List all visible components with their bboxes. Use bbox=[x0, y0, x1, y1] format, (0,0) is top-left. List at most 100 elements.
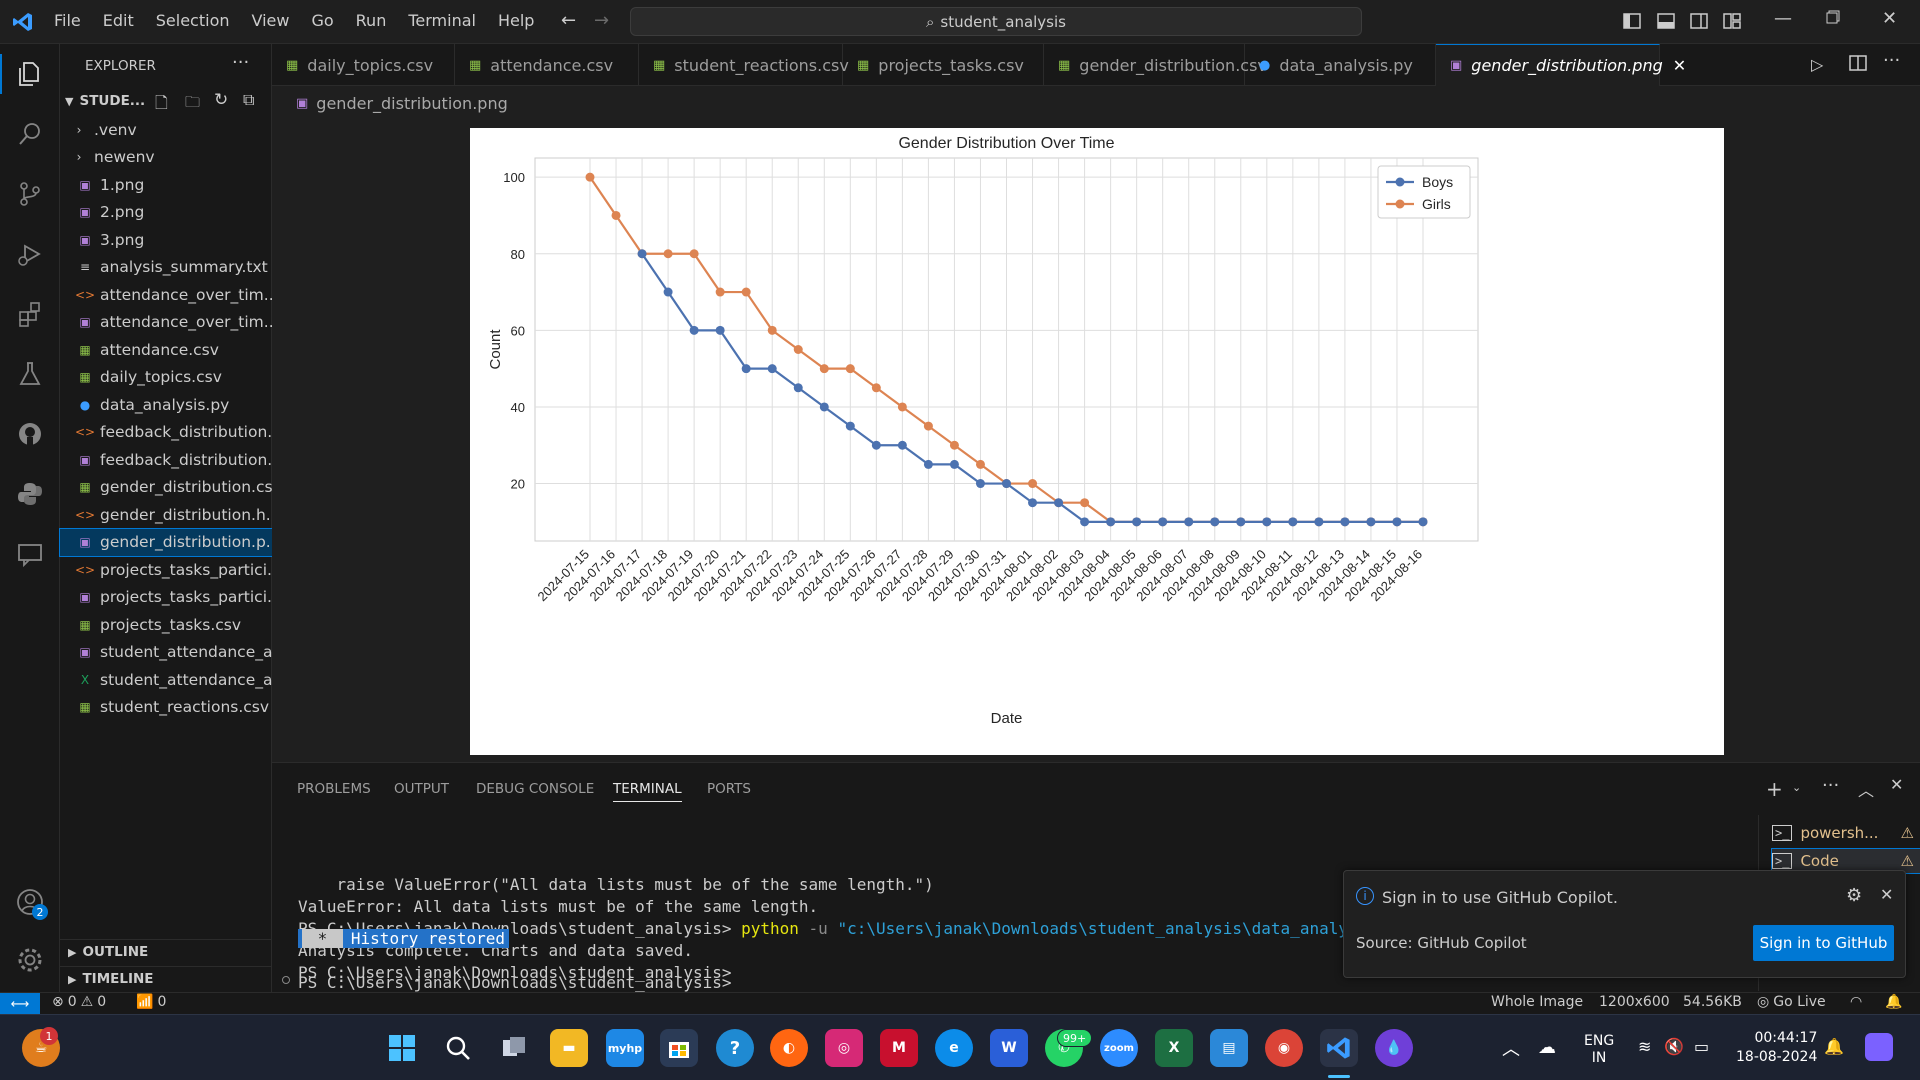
file-tree-item[interactable]: ▦ gender_distribution.csv bbox=[60, 474, 272, 501]
testing-flask-icon[interactable] bbox=[12, 356, 48, 392]
tab-data-analysis-py[interactable]: ● data_analysis.py bbox=[1245, 44, 1436, 86]
customize-layout-icon[interactable] bbox=[1723, 12, 1741, 30]
source-control-icon[interactable] bbox=[12, 176, 48, 212]
close-panel-icon[interactable]: ✕ bbox=[1890, 775, 1904, 794]
file-tree-item[interactable]: ▣ gender_distribution.p... bbox=[59, 527, 273, 557]
menu-run[interactable]: Run bbox=[355, 11, 387, 30]
clock[interactable]: 00:44:17 18-08-2024 bbox=[1736, 1029, 1817, 1067]
close-tab-icon[interactable]: ✕ bbox=[1672, 56, 1687, 75]
run-file-icon[interactable]: ▷ bbox=[1811, 55, 1824, 74]
file-tree-item[interactable]: ▦ projects_tasks.csv bbox=[60, 611, 272, 638]
file-tree-item[interactable]: ▣ student_attendance_a... bbox=[60, 639, 272, 666]
timeline-section[interactable]: ▶ TIMELINE bbox=[68, 971, 154, 987]
collapse-all-icon[interactable]: ⧉ bbox=[243, 90, 255, 109]
copilot-taskbar-icon[interactable] bbox=[1865, 1033, 1893, 1061]
language-indicator[interactable]: ENG IN bbox=[1584, 1033, 1614, 1067]
new-file-icon[interactable]: 🗋 bbox=[155, 93, 168, 112]
toggle-sidebar-icon[interactable] bbox=[1623, 12, 1641, 30]
split-editor-icon[interactable] bbox=[1849, 54, 1867, 72]
file-tree-item[interactable]: <> projects_tasks_partici... bbox=[60, 556, 272, 583]
command-center-search[interactable]: ⌕ student_analysis bbox=[630, 7, 1362, 36]
menu-selection[interactable]: Selection bbox=[155, 11, 230, 30]
notification-bell-icon[interactable]: 🔔 bbox=[1824, 1037, 1844, 1056]
manage-gear-icon[interactable] bbox=[12, 942, 48, 978]
file-tree-item[interactable]: ▣ projects_tasks_partici... bbox=[60, 584, 272, 611]
more-panel-actions-icon[interactable]: ··· bbox=[1822, 775, 1840, 796]
tab-student-reactions-csv[interactable]: ▦ student_reactions.csv bbox=[639, 44, 849, 86]
wifi-icon[interactable]: ≋ bbox=[1638, 1037, 1652, 1056]
maximize-panel-icon[interactable]: ︿ bbox=[1858, 781, 1875, 800]
more-actions-icon[interactable]: ··· bbox=[232, 52, 250, 73]
file-tree-item[interactable]: › newenv bbox=[60, 144, 272, 171]
instagram-icon[interactable]: ◎ bbox=[825, 1029, 863, 1067]
menu-go[interactable]: Go bbox=[311, 11, 334, 30]
menu-help[interactable]: Help bbox=[497, 11, 535, 30]
volume-muted-icon[interactable]: 🔇 bbox=[1664, 1037, 1684, 1056]
run-debug-icon[interactable] bbox=[12, 236, 48, 272]
go-live-button[interactable]: ◎ Go Live bbox=[1757, 994, 1826, 1010]
tab-daily-topics-csv[interactable]: ▦ daily_topics.csv bbox=[272, 44, 455, 86]
terminal-instance-powershell[interactable]: >_ powersh... ⚠ bbox=[1772, 821, 1920, 845]
sign-in-github-button[interactable]: Sign in to GitHub bbox=[1753, 925, 1894, 961]
myhp-icon[interactable]: myhp bbox=[606, 1029, 644, 1067]
github-icon[interactable] bbox=[12, 416, 48, 452]
close-window-icon[interactable]: ✕ bbox=[1882, 8, 1898, 29]
task-view-icon[interactable] bbox=[495, 1029, 533, 1067]
terminal-output[interactable]: raise ValueError("All data lists must be… bbox=[272, 819, 1747, 989]
windows-start-icon[interactable] bbox=[383, 1029, 421, 1067]
notification-settings-gear-icon[interactable]: ⚙ bbox=[1846, 885, 1863, 906]
chevron-down-icon[interactable]: ⌄ bbox=[1792, 781, 1802, 794]
menu-edit[interactable]: Edit bbox=[102, 11, 134, 30]
file-tree-item[interactable]: ▣ attendance_over_tim... bbox=[60, 309, 272, 336]
microsoft-store-icon[interactable] bbox=[660, 1029, 698, 1067]
terminal-instance-code[interactable]: >_ Code ⚠ bbox=[1771, 848, 1920, 874]
file-tree-item[interactable]: ▦ daily_topics.csv bbox=[60, 364, 272, 391]
file-tree-item[interactable]: ▣ 3.png bbox=[60, 226, 272, 253]
edge-icon[interactable]: e bbox=[935, 1029, 973, 1067]
chrome-icon[interactable]: ◉ bbox=[1265, 1029, 1303, 1067]
notepad-icon[interactable]: ▤ bbox=[1210, 1029, 1248, 1067]
file-tree-item[interactable]: ● data_analysis.py bbox=[60, 391, 272, 418]
minimize-icon[interactable]: — bbox=[1774, 8, 1792, 29]
new-terminal-icon[interactable]: + bbox=[1766, 777, 1783, 801]
file-explorer-icon[interactable]: ▬ bbox=[550, 1029, 588, 1067]
workspace-folder-header[interactable]: ▼ STUDE... bbox=[65, 90, 272, 112]
more-editor-actions-icon[interactable]: ··· bbox=[1883, 50, 1901, 71]
menu-file[interactable]: File bbox=[54, 11, 81, 30]
python-icon[interactable] bbox=[12, 476, 48, 512]
menu-view[interactable]: View bbox=[251, 11, 290, 30]
forward-arrow-icon[interactable]: → bbox=[594, 10, 610, 31]
notification-close-icon[interactable]: ✕ bbox=[1880, 885, 1894, 904]
panel-tab-terminal[interactable]: TERMINAL bbox=[613, 781, 682, 802]
file-tree-item[interactable]: ▣ 2.png bbox=[60, 199, 272, 226]
file-tree-item[interactable]: ▣ 1.png bbox=[60, 171, 272, 198]
explorer-icon[interactable] bbox=[12, 56, 48, 92]
toggle-panel-icon[interactable] bbox=[1657, 12, 1675, 30]
sync-icon[interactable]: ◠ bbox=[1850, 994, 1863, 1010]
zoom-icon[interactable]: zoom bbox=[1100, 1029, 1138, 1067]
tab-gender-distribution-csv[interactable]: ▦ gender_distribution.csv bbox=[1044, 44, 1267, 86]
excel-icon[interactable]: X bbox=[1155, 1029, 1193, 1067]
panel-tab-output[interactable]: OUTPUT bbox=[394, 781, 450, 797]
tab-gender-distribution-png[interactable]: ▣ gender_distribution.png ✕ bbox=[1436, 44, 1686, 86]
tab-projects-tasks-csv[interactable]: ▦ projects_tasks.csv bbox=[843, 44, 1044, 86]
file-tree-item[interactable]: ▦ attendance.csv bbox=[60, 336, 272, 363]
file-tree-item[interactable]: › .venv bbox=[60, 116, 272, 143]
problems-status[interactable]: ⊗ 0 ⚠ 0 bbox=[52, 994, 106, 1010]
ports-status[interactable]: 📶 0 bbox=[136, 994, 166, 1010]
notifications-bell-icon[interactable]: 🔔 bbox=[1885, 994, 1903, 1010]
new-folder-icon[interactable]: 🗀 bbox=[185, 93, 201, 111]
show-hidden-icons-chevron-icon[interactable]: ︿ bbox=[1502, 1039, 1520, 1060]
onedrive-icon[interactable]: ☁ bbox=[1538, 1037, 1556, 1058]
search-icon[interactable] bbox=[439, 1029, 477, 1067]
chart-image[interactable]: 20 40 60 80 100 2024-07-15 2024-07-16 2024-07-1… bbox=[470, 128, 1724, 755]
restore-icon[interactable] bbox=[1826, 10, 1840, 24]
back-arrow-icon[interactable]: ← bbox=[561, 10, 577, 31]
file-tree-item[interactable]: ▦ student_reactions.csv bbox=[60, 694, 272, 721]
file-tree-item[interactable]: <> gender_distribution.h... bbox=[60, 501, 272, 528]
chat-icon[interactable] bbox=[12, 536, 48, 572]
toggle-secondary-sidebar-icon[interactable] bbox=[1690, 12, 1708, 30]
w-app-icon[interactable]: W bbox=[990, 1029, 1028, 1067]
file-tree-item[interactable]: ≡ analysis_summary.txt bbox=[60, 254, 272, 281]
